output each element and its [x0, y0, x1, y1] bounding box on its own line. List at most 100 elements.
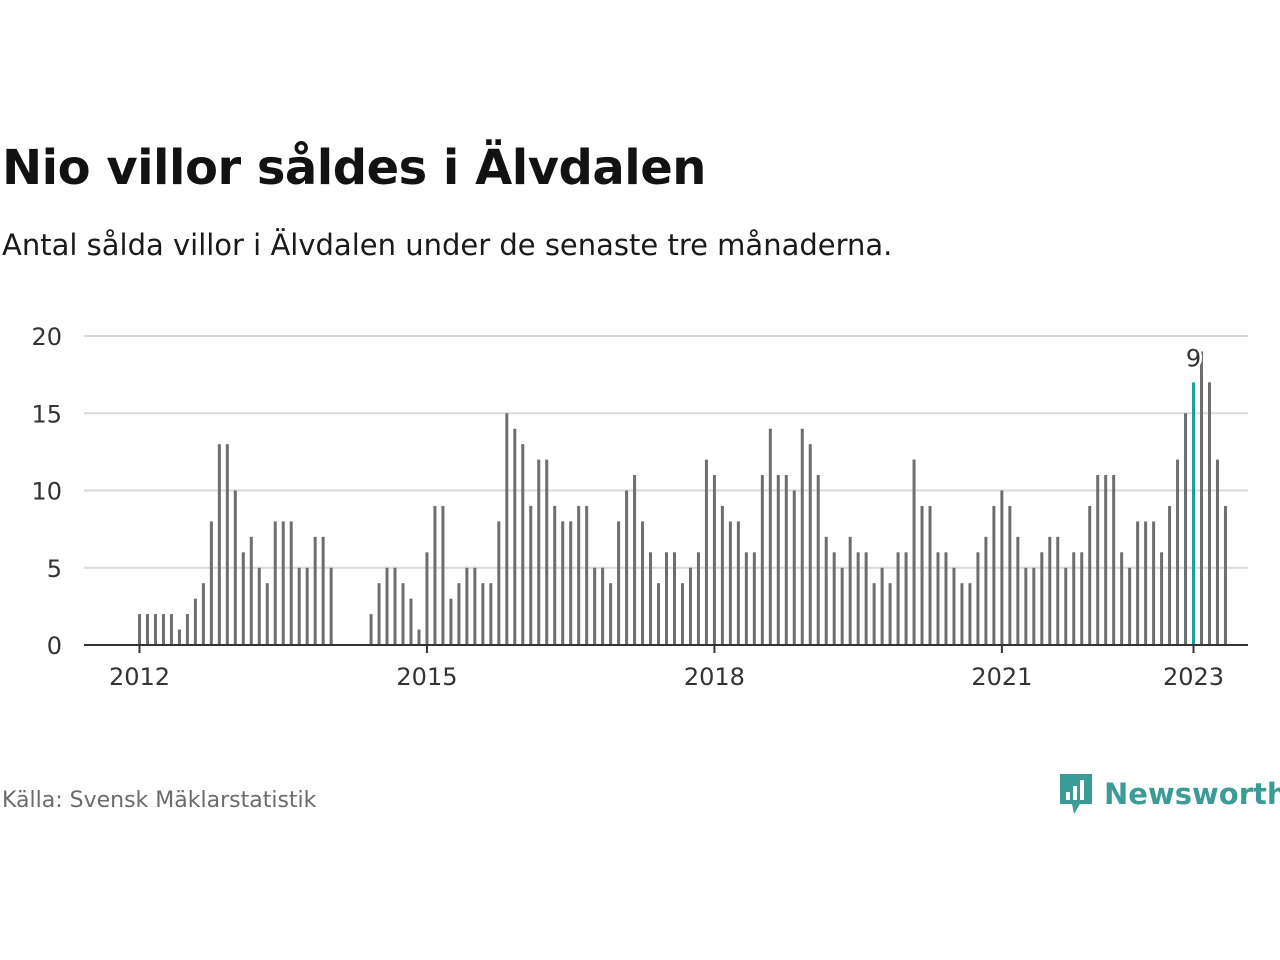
bar [848, 536, 852, 645]
bar [704, 459, 708, 645]
bar [840, 567, 844, 645]
bar [305, 567, 309, 645]
bar [968, 583, 972, 645]
bar [545, 459, 549, 645]
bar [497, 521, 501, 645]
bar [960, 583, 964, 645]
bar [728, 521, 732, 645]
bar [1215, 459, 1219, 645]
bar [1168, 505, 1172, 645]
bar [138, 614, 141, 645]
bar [856, 552, 860, 645]
data-label: 9 [1186, 344, 1201, 372]
bar [1207, 382, 1211, 645]
bar [672, 552, 676, 645]
bar [481, 583, 485, 645]
bar [641, 521, 645, 645]
bar [593, 567, 597, 645]
bar [537, 459, 541, 645]
bar [1032, 567, 1036, 645]
bar [1064, 567, 1068, 645]
bar [273, 521, 277, 645]
bar [385, 567, 389, 645]
bar [1223, 505, 1227, 645]
bar [601, 567, 605, 645]
bar [329, 567, 333, 645]
bar [161, 614, 165, 645]
bar [1200, 351, 1204, 645]
bar [505, 413, 509, 645]
bar [177, 629, 181, 645]
bar [241, 552, 245, 645]
bar [1008, 505, 1012, 645]
bar [800, 428, 804, 645]
bar [1152, 521, 1156, 645]
bar [744, 552, 748, 645]
bar [321, 536, 325, 645]
bar [912, 459, 916, 645]
y-tick-label: 15 [31, 400, 62, 428]
x-tick-label: 2021 [971, 663, 1032, 691]
bar [1160, 552, 1164, 645]
bar [409, 598, 413, 645]
bar [577, 505, 581, 645]
bar [257, 567, 261, 645]
x-tick-label: 2018 [684, 663, 745, 691]
x-tick-label: 2012 [109, 663, 170, 691]
bar [297, 567, 301, 645]
bar [1072, 552, 1076, 645]
bar [944, 552, 948, 645]
bar [625, 490, 629, 645]
bar [776, 475, 780, 645]
bar [792, 490, 796, 645]
bar [249, 536, 253, 645]
bar [1128, 567, 1132, 645]
bar [201, 583, 205, 645]
bar [1048, 536, 1052, 645]
bar [193, 598, 197, 645]
bar [696, 552, 700, 645]
newsworthy-logo-icon [1060, 774, 1092, 814]
bar [1104, 475, 1108, 645]
bar [393, 567, 397, 645]
bar [281, 521, 285, 645]
chart-subtitle: Antal sålda villor i Älvdalen under de s… [2, 228, 893, 262]
bar [832, 552, 836, 645]
bar [1136, 521, 1140, 645]
bar [1088, 505, 1092, 645]
bar [457, 583, 461, 645]
bar [712, 475, 716, 645]
bar [561, 521, 565, 645]
bar [880, 567, 884, 645]
bar [265, 583, 269, 645]
bar [984, 536, 988, 645]
bar [529, 505, 533, 645]
brand-name: Newsworthy [1104, 777, 1280, 811]
bar [185, 614, 189, 645]
bar [720, 505, 724, 645]
bar [225, 444, 229, 645]
bar [433, 505, 437, 645]
bar [513, 428, 517, 645]
bar [617, 521, 621, 645]
bar [665, 552, 669, 645]
bar [688, 567, 692, 645]
bar [209, 521, 213, 645]
bar [145, 614, 149, 645]
bar [1000, 490, 1004, 645]
y-tick-label: 5 [47, 555, 62, 583]
bar [169, 614, 173, 645]
bar [1176, 459, 1180, 645]
bar [1080, 552, 1084, 645]
bar [1024, 567, 1028, 645]
bar [1056, 536, 1060, 645]
bar [633, 475, 637, 645]
bar [784, 475, 788, 645]
bar [904, 552, 908, 645]
bar [417, 629, 421, 645]
y-tick-label: 0 [47, 632, 62, 660]
bar [233, 490, 237, 645]
bar [1016, 536, 1020, 645]
bar [936, 552, 940, 645]
bar [768, 428, 772, 645]
